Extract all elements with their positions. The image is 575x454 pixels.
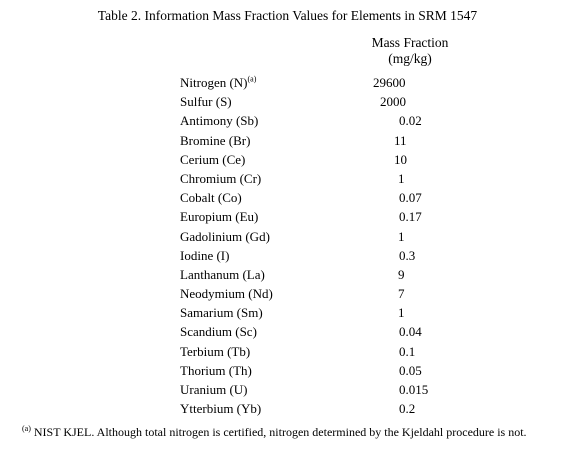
mass-fraction-value: 0.015: [399, 382, 429, 397]
table-row: Antimony (Sb) 0.02: [0, 111, 575, 130]
mass-fraction-value: 7: [398, 286, 405, 302]
mass-fraction-value: 1: [398, 305, 405, 321]
table-row: Cerium (Ce) 10: [0, 150, 575, 169]
element-name: Cobalt (Co): [180, 190, 242, 206]
element-name: Lanthanum (La): [180, 266, 265, 282]
element-name: Antimony (Sb): [180, 113, 259, 129]
mass-fraction-value: 9: [398, 266, 405, 282]
element-name: Scandium (Sc): [180, 324, 257, 340]
table-row: Scandium (Sc) 0.04: [0, 322, 575, 341]
footnote-text: NIST KJEL. Although total nitrogen is ce…: [30, 425, 527, 439]
table-row: Ytterbium (Yb) 0.2: [0, 399, 575, 418]
table-row: Europium (Eu) 0.17: [0, 207, 575, 226]
element-name: Samarium (Sm): [180, 305, 263, 321]
element-name: Sulfur (S): [180, 94, 232, 110]
column-header-line1: Mass Fraction: [371, 35, 449, 50]
table-row: Gadolinium (Gd) 1: [0, 227, 575, 246]
mass-fraction-value: 1: [398, 170, 405, 186]
table-row: Chromium (Cr) 1: [0, 169, 575, 188]
table-row: Iodine (I) 0.3: [0, 246, 575, 265]
table-row: Thorium (Th) 0.05: [0, 361, 575, 380]
table-row: Samarium (Sm) 1: [0, 303, 575, 322]
mass-fraction-value: 0.17: [399, 209, 422, 225]
table-row: Cobalt (Co) 0.07: [0, 188, 575, 207]
footnote-marker: (a): [22, 424, 31, 433]
mass-fraction-value: 1: [398, 228, 405, 244]
footnote: (a) NIST KJEL. Although total nitrogen i…: [22, 425, 527, 440]
table-row: Terbium (Tb) 0.1: [0, 342, 575, 361]
table-body: Nitrogen (N)(a) 29600 Sulfur (S) 2000 An…: [0, 73, 575, 418]
mass-fraction-value: 0.1: [399, 343, 416, 359]
mass-fraction-value: 0.2: [399, 401, 416, 417]
mass-fraction-value: 2000: [380, 94, 406, 110]
mass-fraction-value: 0.02: [399, 113, 422, 129]
mass-fraction-value: 10: [394, 151, 407, 167]
element-name: Gadolinium (Gd): [180, 228, 270, 244]
element-name: Thorium (Th): [180, 362, 252, 378]
element-name: Neodymium (Nd): [180, 286, 273, 302]
element-name: Bromine (Br): [180, 132, 251, 148]
element-name: Terbium (Tb): [180, 343, 251, 359]
mass-fraction-value: 0.04: [399, 324, 422, 340]
table-row: Bromine (Br) 11: [0, 131, 575, 150]
table-row: Neodymium (Nd) 7: [0, 284, 575, 303]
mass-fraction-value: 0.3: [399, 247, 416, 263]
table-row: Nitrogen (N)(a) 29600: [0, 73, 575, 92]
element-name: Cerium (Ce): [180, 151, 246, 167]
table-title: Table 2. Information Mass Fraction Value…: [97, 8, 478, 23]
mass-fraction-value: 29600: [373, 75, 406, 90]
table-row: Sulfur (S) 2000: [0, 92, 575, 111]
footnote-marker: (a): [247, 74, 257, 84]
element-name: Iodine (I): [180, 247, 230, 263]
mass-fraction-value: 0.05: [399, 362, 422, 378]
element-name: Nitrogen (N)(a): [180, 74, 257, 90]
mass-fraction-value: 11: [394, 132, 407, 148]
table-row: Uranium (U) 0.015: [0, 380, 575, 399]
mass-fraction-value: 0.07: [399, 190, 422, 206]
element-name: Europium (Eu): [180, 209, 259, 225]
element-name: Ytterbium (Yb): [180, 401, 262, 417]
column-header-unit: (mg/kg): [388, 51, 432, 66]
column-header: Mass Fraction (mg/kg): [340, 35, 480, 67]
element-name: Uranium (U): [180, 382, 248, 397]
table-row: Lanthanum (La) 9: [0, 265, 575, 284]
element-name: Chromium (Cr): [180, 170, 262, 186]
